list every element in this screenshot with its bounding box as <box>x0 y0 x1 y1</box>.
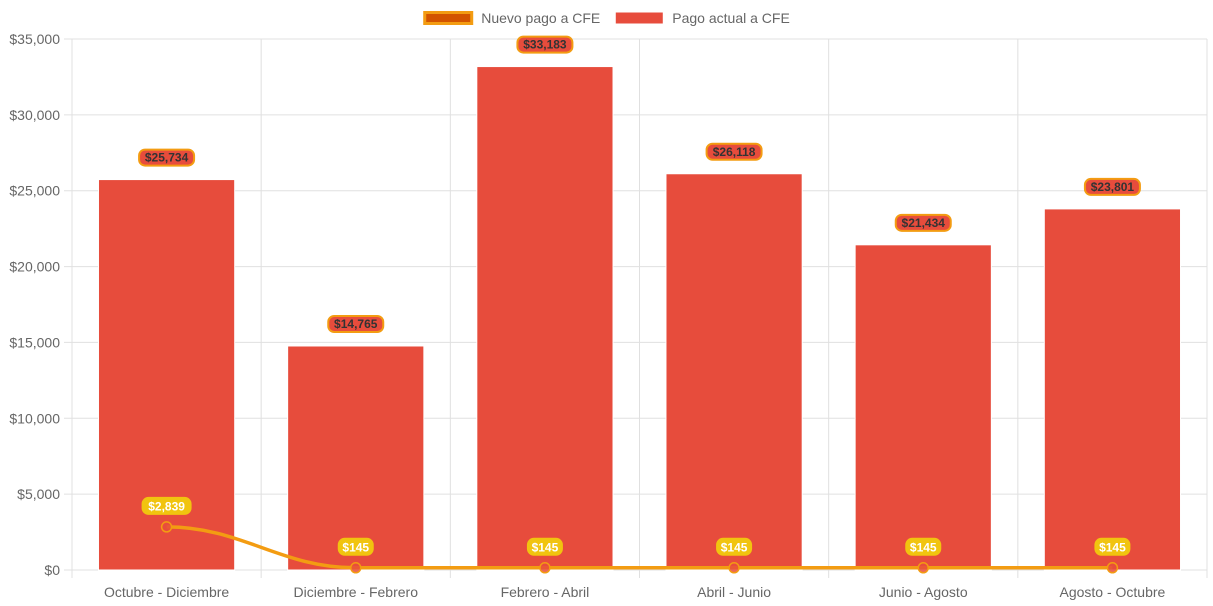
line-data-label-text: $2,839 <box>148 499 185 513</box>
line-data-label-text: $145 <box>532 540 559 554</box>
bar-data-label-text: $14,765 <box>334 317 378 331</box>
line-data-label-bg <box>526 537 563 556</box>
line-series <box>160 521 1119 574</box>
legend-item-nuevo-pago[interactable]: Nuevo pago a CFE <box>423 10 601 26</box>
legend-item-pago-actual[interactable]: Pago actual a CFE <box>615 10 790 26</box>
bar-data-label-text: $21,434 <box>902 216 946 230</box>
line-data-label: $145 <box>337 537 374 556</box>
x-tick-label: Agosto - Octubre <box>1060 584 1166 600</box>
bar-data-label: $23,801 <box>1083 177 1141 196</box>
line-data-label: $2,839 <box>141 496 192 515</box>
y-axis: $0 $5,000 $10,000 $15,000 $20,000 $25,000 $30,… <box>9 31 60 578</box>
bar[interactable] <box>476 66 614 571</box>
bar-data-label: $33,183 <box>516 35 574 54</box>
line-data-label: $145 <box>526 537 563 556</box>
line-data-label: $145 <box>716 537 753 556</box>
y-tick-label: $25,000 <box>9 183 60 199</box>
bar-data-label-text: $33,183 <box>523 38 567 52</box>
bar-data-label-bg <box>516 35 574 54</box>
line-data-label: $145 <box>1094 537 1131 556</box>
legend[interactable]: Nuevo pago a CFE Pago actual a CFE <box>423 10 790 26</box>
line-data-labels: $2,839 $145 $145 $145 $145 $145 <box>141 496 1131 556</box>
bar-data-label-text: $25,734 <box>145 151 189 165</box>
y-tick-label: $20,000 <box>9 259 60 275</box>
legend-label: Pago actual a CFE <box>672 10 790 26</box>
line-point[interactable] <box>728 562 740 574</box>
y-tick-label: $0 <box>44 562 60 578</box>
bar[interactable] <box>287 345 425 571</box>
y-tick-label: $5,000 <box>17 486 60 502</box>
line-data-label-bg <box>716 537 753 556</box>
bar-data-label: $14,765 <box>327 314 385 333</box>
line-point[interactable] <box>160 521 173 533</box>
bar-data-label: $21,434 <box>894 213 952 232</box>
line-data-label-bg <box>905 537 942 556</box>
bar-data-label-bg <box>138 148 196 167</box>
grid-lines <box>64 38 1208 578</box>
y-tick-label: $10,000 <box>9 410 60 426</box>
line-point[interactable] <box>350 562 362 574</box>
line-path <box>166 525 1113 570</box>
line-data-label-bg <box>141 496 192 515</box>
y-tick-label: $30,000 <box>9 107 60 123</box>
x-axis: Octubre - Diciembre Diciembre - Febrero Fe… <box>104 584 1166 600</box>
bar-data-label: $26,118 <box>705 142 763 161</box>
bar-data-labels: $25,734 $14,765 $33,183 $26,118 $21,434 $23,8… <box>138 35 1141 333</box>
line-data-label-text: $145 <box>910 540 937 554</box>
bar-data-label-bg <box>327 314 385 333</box>
line-point[interactable] <box>917 562 929 574</box>
line-data-label-bg <box>1094 537 1131 556</box>
line-data-label: $145 <box>905 537 942 556</box>
x-tick-label: Abril - Junio <box>697 584 771 600</box>
line-data-label-bg <box>337 537 374 556</box>
bar-data-label-text: $26,118 <box>713 145 756 159</box>
bar-data-label-bg <box>894 213 952 232</box>
x-tick-label: Junio - Agosto <box>879 584 968 600</box>
line-data-label-text: $145 <box>342 540 369 554</box>
line-data-label-text: $145 <box>1099 540 1126 554</box>
line-point[interactable] <box>539 562 551 574</box>
x-tick-label: Octubre - Diciembre <box>104 584 229 600</box>
legend-label: Nuevo pago a CFE <box>481 10 600 26</box>
x-tick-label: Diciembre - Febrero <box>294 584 419 600</box>
bar-series <box>97 66 1182 571</box>
bar-data-label: $25,734 <box>138 148 196 167</box>
legend-swatch <box>423 11 474 25</box>
bar-data-label-text: $23,801 <box>1091 180 1135 194</box>
y-tick-label: $35,000 <box>9 31 60 47</box>
legend-swatch <box>615 12 663 24</box>
bar[interactable] <box>854 244 992 571</box>
bar-data-label-bg <box>705 142 763 161</box>
x-tick-label: Febrero - Abril <box>501 584 590 600</box>
line-point[interactable] <box>1106 562 1119 574</box>
y-tick-label: $15,000 <box>9 334 60 350</box>
line-data-label-text: $145 <box>721 540 748 554</box>
bar-data-label-bg <box>1083 177 1141 196</box>
bar[interactable] <box>665 173 803 571</box>
bar[interactable] <box>1043 208 1182 571</box>
